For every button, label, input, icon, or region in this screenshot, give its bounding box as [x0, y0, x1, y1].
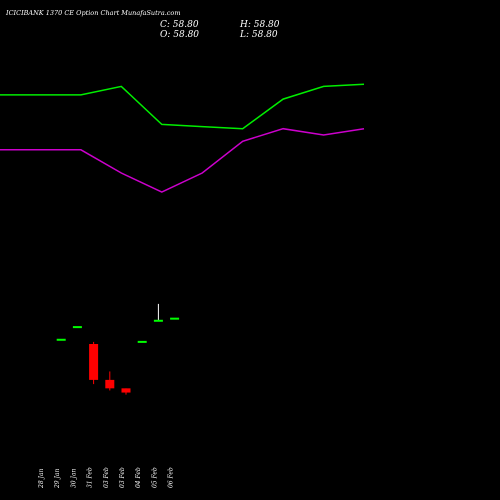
ohlc-low-label: L: 58.80 [239, 30, 278, 40]
x-tick-label: 03 Feb [119, 467, 126, 488]
x-tick-label: 31 Feb [87, 467, 94, 488]
ma-line-magenta [0, 127, 365, 193]
chart-title: ICICIBANK 1370 CE Option Chart MunafaSut… [5, 9, 181, 17]
x-tick-label: 28 Jan [38, 468, 45, 489]
candle-body [105, 379, 115, 389]
x-tick-label: 30 Jan [70, 468, 77, 488]
candle-body [153, 319, 163, 322]
candle-body [56, 338, 66, 341]
x-tick-label: 06 Feb [168, 467, 175, 488]
ohlc-high-label: H: 58.80 [239, 20, 280, 30]
candle-body [137, 340, 147, 343]
x-tick-label: 29 Jan [54, 468, 61, 489]
candle-body [121, 388, 131, 393]
ma-line-green [0, 83, 365, 130]
x-tick-label: 05 Feb [151, 467, 158, 488]
x-axis-tick-labels: 28 Jan 29 Jan 30 Jan 31 Feb 03 Feb 03 Feb 04 F… [38, 467, 175, 489]
ohlc-open-label: O: 58.80 [160, 30, 199, 40]
x-tick-label: 03 Feb [103, 467, 110, 488]
candle-body [170, 317, 180, 320]
candles-group [56, 303, 180, 395]
candle-body [89, 344, 99, 380]
x-tick-label: 04 Feb [135, 467, 142, 488]
candle-body [72, 326, 82, 329]
ohlc-close-label: C: 58.80 [160, 20, 199, 30]
